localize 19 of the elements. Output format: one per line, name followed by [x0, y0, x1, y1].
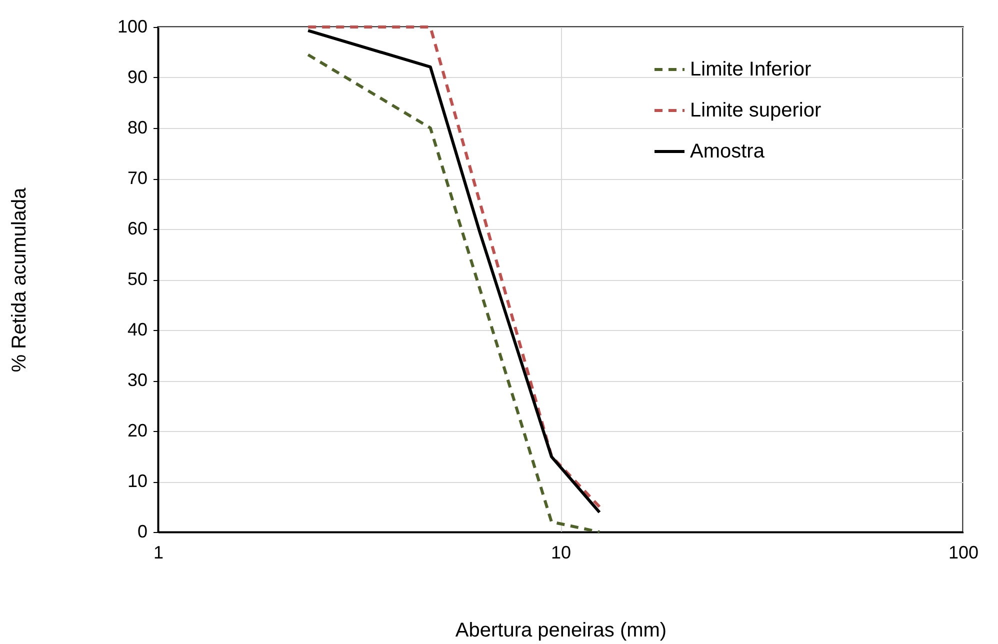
x-axis-title: Abertura peneiras (mm) — [455, 620, 667, 642]
y-tick-label: 0 — [137, 522, 148, 542]
y-tick-label: 80 — [127, 118, 148, 138]
y-tick-label: 20 — [127, 420, 148, 440]
x-tick-label: 1 — [153, 542, 164, 562]
y-tick-label: 60 — [127, 218, 148, 238]
y-tick-label: 40 — [127, 320, 148, 340]
y-tick-label: 10 — [127, 471, 148, 491]
y-tick-label: 90 — [127, 67, 148, 87]
x-tick-label: 10 — [550, 542, 572, 562]
y-tick-label: 30 — [127, 370, 148, 390]
legend-label: Limite superior — [690, 100, 822, 122]
x-tick-label: 100 — [948, 542, 979, 562]
y-tick-label: 50 — [127, 269, 148, 289]
legend-label: Limite Inferior — [690, 58, 812, 80]
legend-label: Amostra — [690, 140, 766, 162]
y-tick-label: 100 — [117, 16, 148, 36]
y-tick-label: 70 — [127, 168, 148, 188]
y-axis-title: % Retida acumulada — [8, 186, 30, 372]
